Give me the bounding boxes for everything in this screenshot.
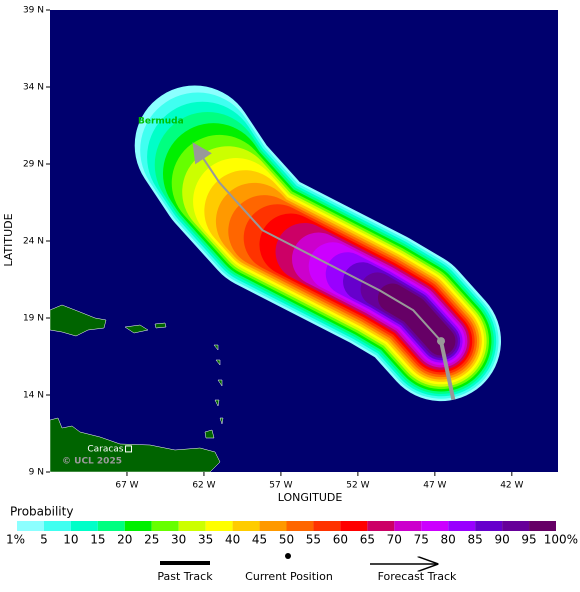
legend-label: 45 — [252, 533, 267, 547]
x-tick-label: 42 W — [500, 481, 523, 491]
past-track-label: Past Track — [157, 570, 213, 583]
legend-swatch — [259, 521, 287, 531]
legend-swatch — [232, 521, 260, 531]
legend-label: 40 — [225, 533, 240, 547]
legend-swatch — [70, 521, 98, 531]
land — [50, 304, 224, 472]
legend-swatch — [17, 521, 44, 531]
legend-swatch — [97, 521, 125, 531]
legend-label: 100% — [544, 533, 578, 547]
legend-swatch — [475, 521, 503, 531]
legend-label: 25 — [144, 533, 159, 547]
y-tick-label: 9 N — [29, 468, 44, 478]
legend-swatch — [178, 521, 206, 531]
legend-label: 75 — [414, 533, 429, 547]
legend-swatch — [421, 521, 449, 531]
legend-label: 50 — [279, 533, 294, 547]
y-tick-label: 39 N — [23, 6, 44, 16]
copyright: © UCL 2025 — [62, 457, 122, 467]
legend-label: 30 — [171, 533, 186, 547]
legend-swatch — [205, 521, 233, 531]
y-axis-label: LATITUDE — [2, 213, 15, 266]
legend-label: 65 — [360, 533, 375, 547]
tracks — [192, 142, 456, 401]
x-axis-label: LONGITUDE — [278, 491, 343, 504]
place-label: Caracas — [87, 444, 123, 454]
forecast-track — [192, 142, 442, 342]
legend-swatch — [124, 521, 152, 531]
legend-swatch — [151, 521, 179, 531]
legend-swatch — [43, 521, 71, 531]
legend-swatch — [367, 521, 395, 531]
current-position — [437, 337, 446, 346]
y-tick-label: 14 N — [23, 391, 44, 401]
y-tick-label: 29 N — [23, 160, 44, 170]
legend-title: Probability — [10, 505, 73, 519]
legend-swatch — [448, 521, 476, 531]
current-position-label: Current Position — [245, 570, 333, 583]
legend-swatch — [394, 521, 422, 531]
legend-label: 70 — [387, 533, 402, 547]
past-track — [439, 340, 456, 401]
current-position-key — [285, 553, 291, 559]
legend-label: 15 — [90, 533, 105, 547]
legend-swatch — [313, 521, 341, 531]
x-tick-label: 52 W — [346, 481, 369, 491]
legend-label: 95 — [521, 533, 536, 547]
legend-swatch — [286, 521, 314, 531]
forecast-track-label: Forecast Track — [378, 570, 457, 583]
y-tick-label: 19 N — [23, 314, 44, 324]
legend-label: 55 — [306, 533, 321, 547]
legend-label: 60 — [333, 533, 348, 547]
place-label: Bermuda — [138, 117, 184, 127]
legend-label: 35 — [198, 533, 213, 547]
legend-label: 10 — [63, 533, 78, 547]
legend-label: 20 — [117, 533, 132, 547]
legend-swatch — [529, 521, 556, 531]
legend-label: 5 — [40, 533, 48, 547]
legend-label: 80 — [441, 533, 456, 547]
legend-label: 85 — [468, 533, 483, 547]
x-tick-label: 47 W — [423, 481, 446, 491]
x-tick-label: 67 W — [115, 481, 138, 491]
y-tick-label: 24 N — [23, 237, 44, 247]
x-tick-label: 62 W — [192, 481, 215, 491]
legend-swatch — [340, 521, 368, 531]
y-tick-label: 34 N — [23, 83, 44, 93]
x-tick-label: 57 W — [269, 481, 292, 491]
legend-label: 1% — [6, 533, 25, 547]
legend-swatch — [502, 521, 530, 531]
legend-label: 90 — [494, 533, 509, 547]
place-marker — [125, 445, 133, 453]
